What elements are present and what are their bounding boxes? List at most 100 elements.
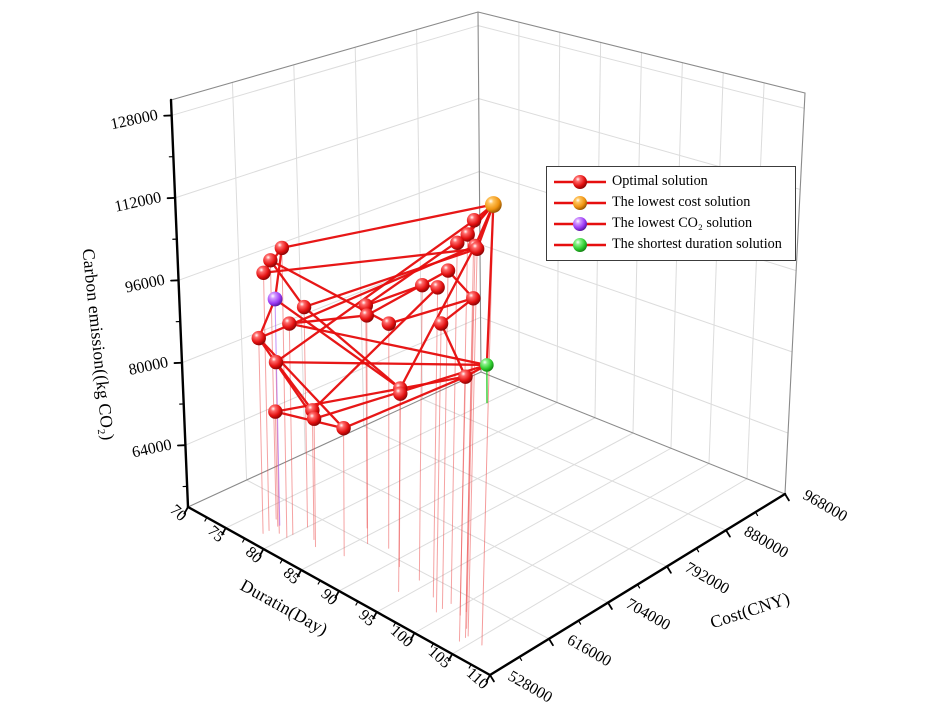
tick-mark (695, 547, 700, 553)
tick-label: 792000 (682, 559, 732, 598)
box-edge (170, 11, 479, 101)
drop-line (313, 418, 317, 548)
data-point-optimal (450, 235, 465, 251)
tick-label: 128000 (109, 107, 159, 134)
tick-mark (725, 529, 731, 538)
data-point-optimal (282, 316, 297, 331)
legend-marker-optimal-sphere-icon (554, 174, 606, 189)
data-point-optimal (460, 227, 475, 242)
legend-item-lowest-cost: The lowest cost solution (552, 192, 790, 213)
grid-line (171, 25, 479, 116)
tick-mark (183, 506, 189, 515)
tick-mark (666, 565, 672, 574)
box-edge (477, 11, 806, 94)
tick-label: 616000 (564, 632, 614, 671)
tick-mark (355, 600, 359, 606)
grid-line (477, 25, 805, 109)
tick-mark (242, 537, 246, 543)
drop-line (435, 323, 442, 613)
data-point-optimal (268, 404, 283, 419)
tick-mark (409, 632, 416, 641)
data-point-optimal (466, 291, 481, 306)
legend-label-shortest-duration: The shortest duration solution (612, 236, 782, 252)
tick-mark (447, 653, 454, 662)
data-point-optimal (336, 421, 351, 436)
box-edges (170, 11, 806, 508)
connection-line (274, 360, 314, 412)
drop-line (464, 297, 474, 639)
grid-line (414, 463, 710, 634)
tick-label: 704000 (623, 595, 673, 634)
tick-label: 96000 (124, 272, 167, 297)
connection-line (288, 314, 368, 325)
connection-line (485, 203, 495, 367)
tick-mark (221, 527, 227, 536)
data-point-optimal (433, 316, 449, 331)
tick-mark (548, 637, 554, 647)
grid-line (480, 316, 789, 434)
grid-line (293, 64, 306, 454)
tick-label: 80000 (127, 354, 170, 379)
drop-line (258, 337, 264, 534)
tick-mark (468, 663, 472, 669)
grid-line (231, 81, 248, 481)
grid-line (174, 98, 480, 199)
tick-mark (372, 611, 378, 620)
data-point-optimal (256, 265, 271, 280)
data-point-optimal (458, 369, 473, 384)
connection-line (311, 286, 439, 412)
tick-label: 105 (425, 643, 454, 672)
drop-line (262, 272, 270, 531)
box-edge (784, 92, 806, 495)
tick-mark (489, 674, 495, 683)
tick-label: 64000 (131, 436, 174, 461)
tick-mark (518, 656, 523, 661)
drop-line (466, 245, 476, 629)
data-point-optimal (381, 316, 397, 331)
grid-line (376, 447, 672, 613)
data-point-optimal (430, 280, 445, 295)
drop-line (458, 376, 466, 642)
drop-line (303, 306, 309, 528)
grid-line (354, 46, 365, 427)
tick-label: 880000 (741, 523, 791, 562)
connection-line (257, 336, 345, 430)
tick-label: 70 (166, 502, 189, 525)
data-point-optimal (359, 308, 375, 323)
tick-mark (636, 583, 641, 589)
grid-line (451, 478, 748, 655)
data-point-optimal (268, 354, 284, 370)
tick-mark (279, 558, 283, 564)
legend-marker-shortest-duration-sphere-icon (554, 237, 606, 252)
data-point-optimal (263, 253, 278, 268)
grid-line (300, 417, 596, 571)
legend-item-lowest-co2: The lowest CO₂ solution (552, 213, 790, 234)
tick-label: 112000 (113, 189, 163, 215)
drop-line (274, 411, 279, 527)
box-edge (187, 371, 482, 508)
connection-line (302, 247, 479, 309)
drop-line (281, 247, 288, 538)
connection-line (364, 284, 424, 307)
tick-mark (577, 620, 582, 625)
data-point-optimal (306, 411, 322, 426)
grid-line (178, 170, 480, 281)
tick-mark (607, 601, 613, 610)
tick-label: 110 (463, 665, 492, 693)
tick-mark (334, 590, 340, 599)
drop-line (432, 286, 439, 598)
drop-line (467, 248, 478, 637)
connection-line (280, 203, 495, 250)
z-axis (169, 98, 190, 509)
tick-label: 100 (387, 622, 416, 651)
drop-line (366, 314, 369, 545)
tick-mark (784, 493, 790, 502)
drop-line (418, 284, 423, 581)
box-edge (480, 371, 786, 495)
legend-label-optimal: Optimal solution (612, 173, 708, 189)
grid-line (746, 82, 765, 480)
drop-line (311, 409, 315, 540)
data-point-lowest-co2 (267, 291, 283, 307)
connection-line (274, 360, 489, 367)
